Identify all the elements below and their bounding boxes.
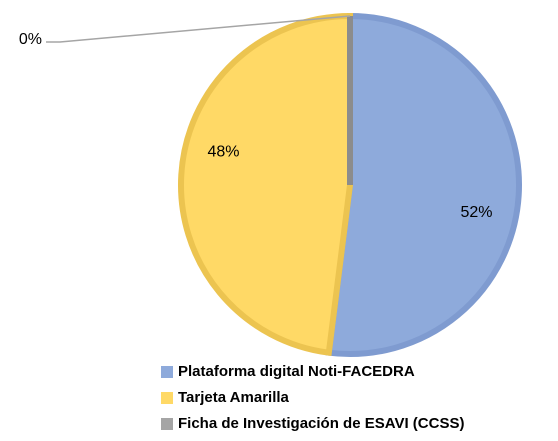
pie-slice <box>325 12 522 357</box>
leader-line <box>46 15 351 43</box>
legend-label: Ficha de Investigación de ESAVI (CCSS) <box>178 415 464 432</box>
pie-slice <box>178 12 353 357</box>
legend-swatch <box>161 392 173 404</box>
legend-swatch <box>161 418 173 430</box>
data-label: 52% <box>460 204 492 221</box>
data-label: 0% <box>19 31 42 48</box>
legend-swatch <box>161 366 173 378</box>
data-label: 48% <box>207 143 239 160</box>
legend-label: Plataforma digital Noti-FACEDRA <box>178 363 415 380</box>
legend-label: Tarjeta Amarilla <box>178 389 290 406</box>
